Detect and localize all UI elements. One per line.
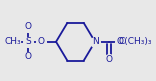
- Text: N: N: [92, 37, 98, 46]
- Text: O: O: [25, 22, 32, 31]
- Text: O: O: [37, 37, 44, 46]
- Text: O: O: [105, 55, 112, 64]
- Text: O: O: [117, 37, 124, 46]
- Text: S: S: [25, 37, 31, 46]
- Text: CH₃: CH₃: [5, 37, 22, 46]
- Text: O: O: [25, 52, 32, 61]
- Text: C(CH₃)₃: C(CH₃)₃: [119, 37, 152, 46]
